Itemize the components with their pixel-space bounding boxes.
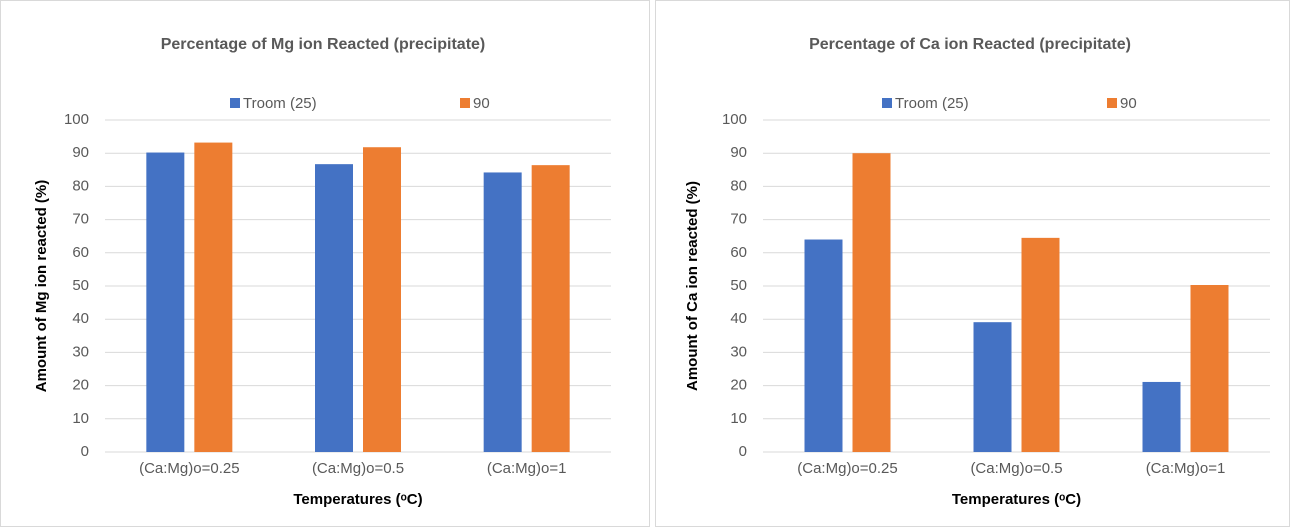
x-tick-label: (Ca:Mg)o=0.25	[139, 460, 239, 477]
y-tick-label: 90	[72, 144, 89, 161]
y-tick-label: 30	[730, 343, 747, 360]
x-axis-title: Temperatures (ᵒC)	[293, 491, 422, 508]
y-tick-label: 100	[64, 111, 89, 128]
bar	[1142, 381, 1181, 452]
y-tick-label: 20	[72, 377, 89, 394]
y-tick-label: 60	[730, 244, 747, 261]
legend-swatch	[882, 98, 892, 108]
y-tick-label: 70	[72, 211, 89, 228]
bar	[363, 147, 401, 452]
y-tick-label: 70	[730, 211, 747, 228]
y-tick-label: 80	[72, 177, 89, 194]
y-tick-label: 40	[72, 310, 89, 327]
legend-label: 90	[1120, 95, 1137, 112]
x-tick-label: (Ca:Mg)o=0.25	[797, 460, 897, 477]
bar	[804, 239, 843, 452]
bar	[852, 153, 891, 452]
y-tick-label: 80	[730, 177, 747, 194]
bar	[1021, 237, 1060, 452]
x-tick-label: (Ca:Mg)o=1	[1146, 460, 1226, 477]
y-tick-label: 60	[72, 244, 89, 261]
legend-swatch	[230, 98, 240, 108]
y-tick-label: 40	[730, 310, 747, 327]
chart-title: Percentage of Mg ion Reacted (precipitat…	[161, 36, 486, 53]
bar	[483, 172, 522, 452]
y-tick-label: 50	[730, 277, 747, 294]
bar	[973, 322, 1012, 452]
y-axis-title: Amount of Ca ion reacted (%)	[684, 181, 701, 391]
legend-swatch	[460, 98, 470, 108]
bar	[194, 142, 233, 453]
x-tick-label: (Ca:Mg)o=1	[487, 460, 567, 477]
y-tick-label: 10	[72, 410, 89, 427]
bar	[1190, 285, 1229, 452]
y-tick-label: 100	[722, 111, 747, 128]
y-axis-title: Amount of Mg ion reacted (%)	[33, 180, 50, 393]
y-tick-label: 50	[72, 277, 89, 294]
legend-label: Troom (25)	[895, 95, 969, 112]
bar	[531, 165, 570, 453]
legend-label: Troom (25)	[243, 95, 317, 112]
y-tick-label: 10	[730, 410, 747, 427]
bar	[146, 152, 185, 452]
bar	[315, 164, 353, 452]
x-axis-title: Temperatures (ᵒC)	[952, 491, 1081, 508]
x-tick-label: (Ca:Mg)o=0.5	[312, 460, 404, 477]
chart-title: Percentage of Ca ion Reacted (precipitat…	[809, 36, 1131, 53]
y-tick-label: 0	[81, 443, 89, 460]
y-tick-label: 20	[730, 377, 747, 394]
x-tick-label: (Ca:Mg)o=0.5	[970, 460, 1062, 477]
legend-label: 90	[473, 95, 490, 112]
panel	[655, 0, 1290, 527]
legend-swatch	[1107, 98, 1117, 108]
y-tick-label: 90	[730, 144, 747, 161]
y-tick-label: 0	[739, 443, 747, 460]
y-tick-label: 30	[72, 343, 89, 360]
